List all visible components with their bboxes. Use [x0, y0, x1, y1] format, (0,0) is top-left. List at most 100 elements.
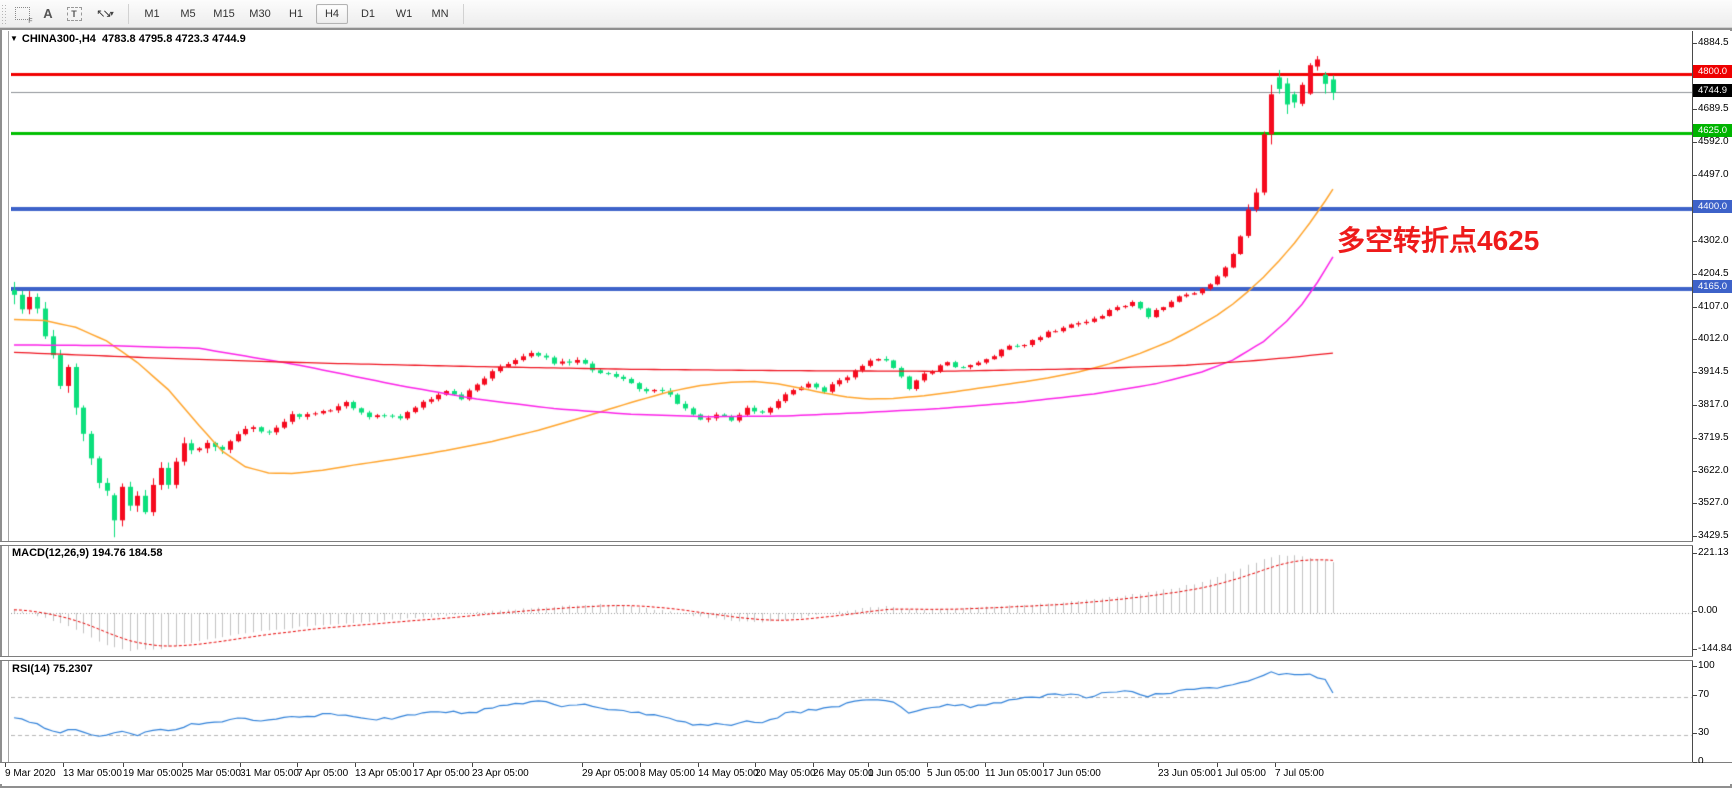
time-tick-mark [123, 763, 124, 767]
timeframe-button-d1[interactable]: D1 [360, 7, 376, 20]
axis-tick-mark [1693, 503, 1697, 505]
rsi-axis-tick: 0 [1698, 756, 1704, 767]
macd-axis-tick: 0.00 [1698, 605, 1718, 616]
toolbar: A T ↖↘ ▾ M1 M5 M15 M30 H1 H4 D1 W1 MN [0, 0, 1732, 28]
diagonal-arrows-icon: ↖↘ [96, 8, 112, 20]
chart-dropdown-icon[interactable]: ▼ [10, 34, 18, 43]
chart-title[interactable]: ▼ CHINA300-,H4 4783.8 4795.8 4723.3 4744.… [10, 33, 246, 45]
template-grid-icon[interactable] [10, 2, 34, 25]
axis-tick-mark [1693, 694, 1697, 696]
main-macd-separator[interactable] [0, 541, 1732, 546]
text-label-button[interactable]: T [62, 2, 86, 25]
axis-tick-mark [1693, 306, 1697, 308]
price-tick: 3527.0 [1698, 497, 1729, 509]
axis-tick-mark [1693, 470, 1697, 472]
letter-t-icon: T [66, 6, 82, 21]
axis-tick-mark [1693, 762, 1697, 763]
axis-tick-mark [1693, 666, 1697, 667]
time-tick-mark [813, 763, 814, 767]
timeframe-button-m30[interactable]: M30 [249, 7, 271, 20]
time-tick-mark [297, 763, 298, 767]
time-tick-label: 8 May 05:00 [640, 768, 696, 779]
line-studies-button[interactable]: ↖↘ ▾ [88, 2, 122, 25]
axis-tick-mark [1693, 273, 1697, 275]
price-tick: 3622.0 [1698, 464, 1729, 476]
axis-tick-mark [1693, 43, 1697, 45]
time-tick-mark [5, 763, 6, 767]
price-axis-divider[interactable] [1692, 31, 1693, 762]
macd-rsi-separator[interactable] [0, 656, 1732, 661]
timeframe-button-m1[interactable]: M1 [144, 7, 160, 20]
axis-tick-mark [1693, 404, 1697, 406]
price-tick: 4497.0 [1698, 168, 1729, 180]
axis-tick-mark [1693, 733, 1697, 735]
time-tick-mark [927, 763, 928, 767]
price-tick: 4204.5 [1698, 267, 1729, 279]
dotted-grid-icon [14, 7, 33, 25]
macd-label: MACD(12,26,9) 194.76 184.58 [12, 547, 163, 559]
price-tick: 3914.5 [1698, 365, 1729, 377]
time-tick-label: 11 Jun 05:00 [985, 768, 1043, 779]
toolbar-grip-handle[interactable] [1, 3, 7, 24]
price-tick: 4012.0 [1698, 332, 1729, 344]
letter-a-icon: A [43, 6, 53, 21]
macd-canvas[interactable] [11, 546, 1694, 658]
insert-text-button[interactable]: A [36, 2, 60, 25]
chart-symbol-period: CHINA300-,H4 [21, 33, 96, 45]
time-tick-mark [240, 763, 241, 767]
chart-ohlc-values: 4783.8 4795.8 4723.3 4744.9 [95, 33, 246, 45]
axis-tick-mark [1693, 648, 1697, 650]
time-tick-mark [755, 763, 756, 767]
price-level-box-4165.0: 4165.0 [1693, 280, 1732, 294]
rsi-label: RSI(14) 75.2307 [12, 663, 93, 675]
timeframe-button-h1[interactable]: H1 [288, 7, 304, 20]
time-tick-label: 20 May 05:00 [755, 768, 816, 779]
time-tick-label: 31 Mar 05:00 [240, 768, 299, 779]
timeframe-group: M1 M5 M15 M30 H1 H4 D1 W1 MN [134, 3, 458, 24]
time-tick-label: 14 May 05:00 [698, 768, 759, 779]
time-tick-mark [1043, 763, 1044, 767]
rsi-axis-tick: 100 [1698, 660, 1715, 671]
dropdown-caret-icon: ▾ [109, 9, 114, 18]
plot-left-border [8, 31, 9, 784]
time-tick-label: 17 Jun 05:00 [1043, 768, 1101, 779]
time-tick-label: 1 Jun 05:00 [868, 768, 921, 779]
time-tick-label: 5 Jun 05:00 [927, 768, 980, 779]
toolbar-separator [463, 3, 464, 24]
turning-point-annotation[interactable]: 多空转折点4625 [1337, 225, 1540, 256]
time-tick-label: 29 Apr 05:00 [582, 768, 639, 779]
time-tick-label: 25 Mar 05:00 [182, 768, 241, 779]
timeframe-button-m5[interactable]: M5 [180, 7, 196, 20]
time-tick-label: 17 Apr 05:00 [413, 768, 470, 779]
axis-tick-mark [1693, 553, 1697, 555]
timeframe-button-w1[interactable]: W1 [395, 7, 413, 20]
time-tick-mark [472, 763, 473, 767]
axis-tick-mark [1693, 142, 1697, 144]
axis-tick-mark [1693, 437, 1697, 439]
timeframe-button-h4[interactable]: H4 [316, 3, 348, 24]
price-level-box-4800.0: 4800.0 [1693, 65, 1732, 78]
chart-window [0, 28, 1732, 788]
rsi-canvas[interactable] [11, 661, 1694, 764]
time-tick-label: 7 Apr 05:00 [297, 768, 349, 779]
main-chart-canvas[interactable] [11, 33, 1694, 543]
time-tick-label: 19 Mar 05:00 [123, 768, 182, 779]
time-tick-label: 13 Apr 05:00 [355, 768, 412, 779]
time-tick-mark [1217, 763, 1218, 767]
time-tick-mark [698, 763, 699, 767]
axis-tick-mark [1693, 338, 1697, 340]
price-axis[interactable]: 4884.54787.04689.54592.04497.04302.04204… [1693, 31, 1732, 767]
axis-tick-mark [1693, 536, 1697, 538]
time-tick-mark [868, 763, 869, 767]
time-tick-label: 1 Jul 05:00 [1217, 768, 1266, 779]
time-tick-label: 13 Mar 05:00 [63, 768, 122, 779]
axis-tick-mark [1693, 240, 1697, 242]
toolbar-separator [128, 3, 129, 24]
price-tick: 4107.0 [1698, 300, 1729, 312]
timeframe-button-mn[interactable]: MN [431, 7, 449, 20]
time-axis[interactable]: 9 Mar 2020 13 Mar 05:00 19 Mar 05:00 25 Mar… [0, 763, 1732, 784]
macd-axis-tick: 221.13 [1698, 547, 1729, 559]
time-tick-label: 7 Jul 05:00 [1275, 768, 1324, 779]
price-level-box-4625.0: 4625.0 [1693, 124, 1732, 138]
timeframe-button-m15[interactable]: M15 [213, 7, 235, 20]
